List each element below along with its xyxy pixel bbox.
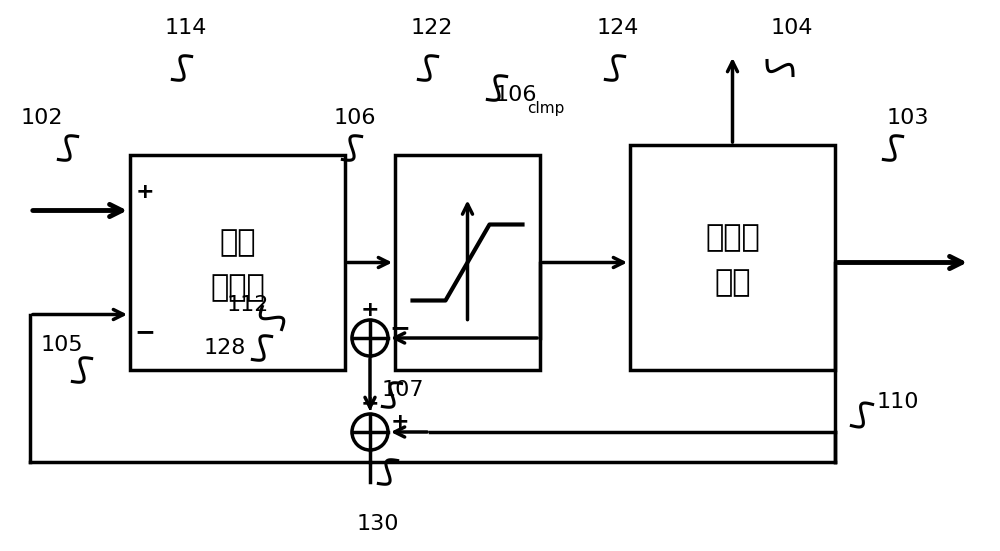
- Text: +: +: [361, 394, 379, 414]
- Text: 量化器: 量化器: [705, 223, 760, 252]
- Text: 电路: 电路: [714, 268, 751, 297]
- Text: 110: 110: [877, 392, 919, 412]
- Text: 130: 130: [357, 514, 399, 534]
- Text: 环路: 环路: [219, 228, 256, 257]
- Text: +: +: [391, 412, 409, 432]
- Text: 106: 106: [334, 108, 376, 128]
- Text: 112: 112: [227, 295, 269, 315]
- Circle shape: [352, 414, 388, 450]
- Text: +: +: [361, 300, 379, 320]
- Text: 滤波器: 滤波器: [210, 273, 265, 302]
- Bar: [395, 155, 540, 370]
- Bar: [630, 145, 835, 370]
- Text: −: −: [390, 316, 411, 340]
- Text: 103: 103: [887, 108, 929, 128]
- Bar: [130, 155, 345, 370]
- Text: −: −: [134, 321, 156, 344]
- Text: 105: 105: [41, 335, 83, 355]
- Text: 124: 124: [597, 18, 639, 38]
- Text: 106: 106: [495, 85, 538, 105]
- Text: 104: 104: [771, 18, 813, 38]
- Text: clmp: clmp: [527, 100, 564, 116]
- Text: 102: 102: [21, 108, 63, 128]
- Text: 114: 114: [165, 18, 207, 38]
- Circle shape: [352, 320, 388, 356]
- Text: 122: 122: [411, 18, 453, 38]
- Text: 128: 128: [204, 338, 246, 358]
- Text: +: +: [136, 182, 154, 203]
- Text: 107: 107: [382, 380, 424, 400]
